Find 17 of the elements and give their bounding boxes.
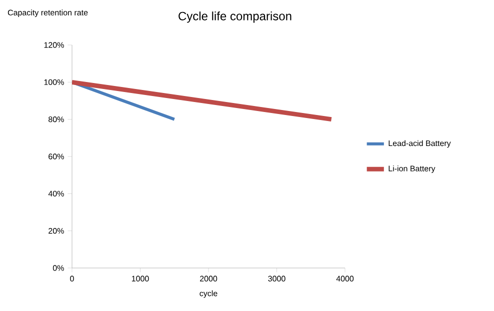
y-tick-label: 80% bbox=[48, 116, 64, 122]
y-tick-label: 20% bbox=[48, 228, 64, 234]
legend-label: Li-ion Battery bbox=[388, 165, 436, 173]
x-tick-label: 3000 bbox=[268, 276, 286, 282]
y-tick-label: 60% bbox=[48, 154, 64, 160]
y-tick-label: 100% bbox=[44, 79, 64, 85]
legend-label: Lead-acid Battery bbox=[388, 140, 451, 148]
x-tick-label: 0 bbox=[70, 276, 74, 282]
chart-title: Cycle life comparison bbox=[178, 12, 292, 23]
y-tick-label: 120% bbox=[44, 42, 64, 48]
x-tick-label: 2000 bbox=[200, 276, 218, 282]
x-tick-label: 4000 bbox=[336, 276, 354, 282]
x-tick-label: 1000 bbox=[132, 276, 149, 282]
y-axis-title: Capacity retention rate bbox=[8, 10, 88, 17]
y-tick-label: 40% bbox=[48, 190, 64, 196]
x-axis-title: cycle bbox=[200, 290, 218, 298]
y-tick-label: 0% bbox=[52, 265, 64, 271]
